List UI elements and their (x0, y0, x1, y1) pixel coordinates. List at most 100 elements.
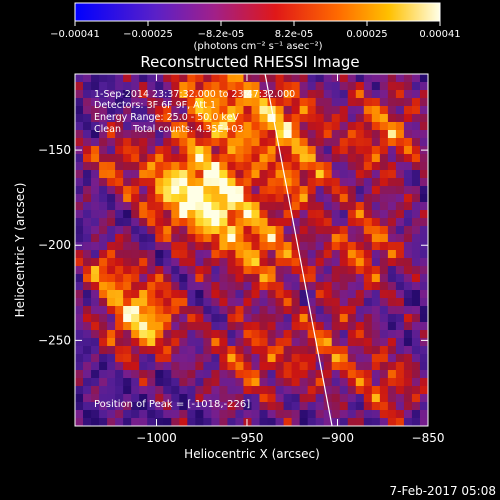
heatmap-cell (91, 74, 100, 83)
heatmap-cell (91, 330, 100, 339)
heatmap-cell (235, 186, 245, 195)
heatmap-cell (147, 210, 156, 219)
heatmap-cell (259, 202, 269, 211)
annotation-detectors: Detectors: 3F 6F 9F, Att 1 (94, 100, 216, 111)
heatmap-cell (155, 218, 164, 227)
heatmap-cell (195, 122, 204, 131)
heatmap-cell (267, 170, 277, 179)
heatmap-cell (83, 402, 92, 411)
heatmap-cell (171, 410, 180, 419)
heatmap-cell (203, 170, 212, 179)
heatmap-cell (83, 362, 92, 371)
heatmap-cell (83, 122, 92, 131)
heatmap-cell (363, 98, 373, 107)
heatmap-cell (91, 266, 100, 275)
heatmap-cell (299, 266, 309, 275)
heatmap-cell (227, 146, 237, 155)
heatmap-cell (195, 306, 204, 315)
heatmap-cell (275, 154, 285, 163)
heatmap-cell (251, 338, 261, 347)
heatmap-cell (251, 130, 261, 139)
heatmap-cell (315, 218, 325, 227)
heatmap-cell (123, 218, 132, 227)
heatmap-cell (83, 218, 92, 227)
heatmap-cell (379, 202, 389, 211)
heatmap-cell (339, 146, 349, 155)
heatmap-cell (379, 370, 389, 379)
heatmap-cell (115, 106, 124, 115)
heatmap-cell (91, 298, 100, 307)
heatmap-cell (307, 234, 317, 243)
heatmap-cell (147, 362, 156, 371)
heatmap-cell (211, 386, 221, 395)
heatmap-cell (315, 186, 325, 195)
heatmap-cell (243, 242, 253, 251)
heatmap-cell (347, 122, 357, 131)
heatmap-cell (227, 114, 237, 123)
heatmap-cell (259, 170, 269, 179)
heatmap-cell (235, 114, 245, 123)
heatmap-cell (315, 314, 325, 323)
heatmap-cell (371, 178, 381, 187)
heatmap-cell (395, 266, 405, 275)
heatmap-cell (347, 106, 357, 115)
heatmap-cell (235, 178, 245, 187)
heatmap-cell (363, 90, 373, 99)
heatmap-cell (355, 418, 365, 426)
heatmap-cell (339, 274, 349, 283)
heatmap-cell (291, 170, 301, 179)
heatmap-cell (283, 202, 293, 211)
heatmap-cell (283, 226, 293, 235)
heatmap-cell (179, 418, 188, 426)
heatmap-cell (195, 338, 204, 347)
heatmap-cell (371, 162, 381, 171)
heatmap-cell (347, 82, 357, 91)
heatmap-cell (403, 154, 413, 163)
heatmap-cell (187, 138, 196, 147)
heatmap-cell (203, 418, 212, 426)
heatmap-cell (331, 114, 341, 123)
heatmap-cell (347, 194, 357, 203)
heatmap-cell (331, 258, 341, 267)
heatmap-cell (411, 226, 421, 235)
heatmap-cell (379, 266, 389, 275)
heatmap-cell (147, 338, 156, 347)
heatmap-cell (411, 162, 421, 171)
heatmap-cell (99, 338, 108, 347)
heatmap-cell (235, 346, 245, 355)
heatmap-cell (243, 250, 253, 259)
heatmap-cell (155, 154, 164, 163)
heatmap-cell (155, 114, 164, 123)
heatmap-cell (347, 266, 357, 275)
heatmap-cell (115, 394, 124, 403)
heatmap-cell (267, 218, 277, 227)
annotation-counts: Clean Total counts: 4.35E+03 (94, 124, 243, 135)
heatmap-cell (203, 386, 212, 395)
heatmap-cell (331, 122, 341, 131)
heatmap-cell (419, 410, 428, 419)
heatmap-cell (139, 346, 148, 355)
heatmap-cell (83, 186, 92, 195)
heatmap-cell (219, 210, 229, 219)
heatmap-cell (123, 258, 132, 267)
heatmap-cell (291, 138, 301, 147)
heatmap-cell (331, 138, 341, 147)
heatmap-cell (259, 154, 269, 163)
heatmap-cell (123, 98, 132, 107)
heatmap-cell (411, 386, 421, 395)
heatmap-cell (283, 250, 293, 259)
heatmap-cell (283, 330, 293, 339)
heatmap-cell (347, 258, 357, 267)
heatmap-cell (99, 162, 108, 171)
heatmap-cell (171, 178, 180, 187)
heatmap-cell (187, 106, 196, 115)
heatmap-cell (323, 354, 333, 363)
heatmap-cell (339, 154, 349, 163)
heatmap-cell (163, 354, 172, 363)
heatmap-cell (347, 322, 357, 331)
heatmap-cell (211, 394, 221, 403)
heatmap-cell (291, 258, 301, 267)
heatmap-cell (203, 74, 212, 83)
heatmap-cell (99, 266, 108, 275)
heatmap-cell (307, 130, 317, 139)
